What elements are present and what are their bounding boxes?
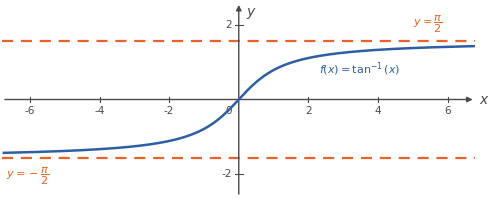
Text: 4: 4 <box>375 106 382 116</box>
Text: $y = \dfrac{\pi}{2}$: $y = \dfrac{\pi}{2}$ <box>413 13 442 34</box>
Text: 6: 6 <box>444 106 451 116</box>
Text: $y$: $y$ <box>246 6 256 21</box>
Text: -2: -2 <box>164 106 174 116</box>
Text: 2: 2 <box>305 106 312 116</box>
Text: 0: 0 <box>225 106 232 116</box>
Text: $f(x) = \tan^{-1}(x)$: $f(x) = \tan^{-1}(x)$ <box>319 60 400 78</box>
Text: -6: -6 <box>25 106 35 116</box>
Text: -2: -2 <box>221 169 232 179</box>
Text: 2: 2 <box>225 20 232 30</box>
Text: $y = -\dfrac{\pi}{2}$: $y = -\dfrac{\pi}{2}$ <box>5 166 49 187</box>
Text: $x$: $x$ <box>479 93 490 106</box>
Text: -4: -4 <box>94 106 105 116</box>
